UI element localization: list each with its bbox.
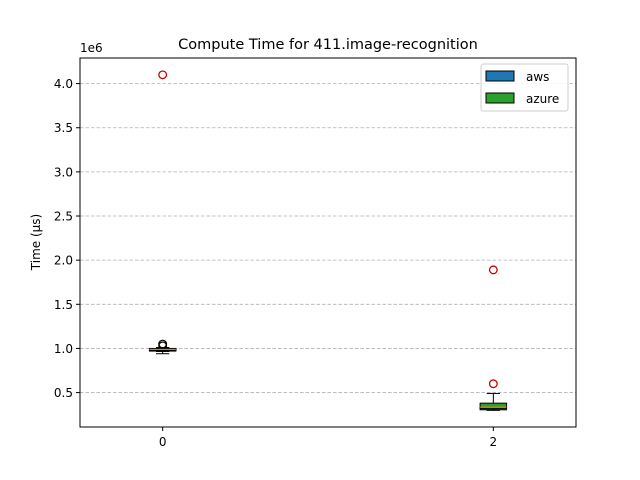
outlier-point (488, 379, 498, 389)
legend-label-azure: azure (526, 92, 559, 106)
y-axis-label: Time (µs) (29, 214, 43, 271)
y-tick-label: 3.0 (54, 165, 73, 179)
legend-label-aws: aws (526, 70, 549, 84)
legend-swatch-azure (485, 92, 515, 104)
y-tick-label: 1.0 (54, 342, 73, 356)
x-tick-label: 2 (490, 435, 498, 449)
box-azure-x0 (148, 70, 177, 353)
y-tick-label: 3.5 (54, 121, 73, 135)
y-tick-label: 0.5 (54, 386, 73, 400)
y-tick-label: 2.5 (54, 210, 73, 224)
box-iqr (479, 402, 508, 410)
series-layer (148, 70, 508, 411)
outlier-point (488, 265, 498, 275)
legend: aws azure (480, 63, 569, 112)
y-tick-label: 4.0 (54, 77, 73, 91)
x-tick-label: 0 (159, 435, 167, 449)
y-gridlines (80, 83, 576, 393)
plot-frame (79, 57, 577, 428)
y-tick-label: 1.5 (54, 298, 73, 312)
chart-title: Compute Time for 411.image-recognition (178, 37, 478, 53)
y-tick-label: 2.0 (54, 254, 73, 268)
outlier-point (158, 70, 168, 80)
box-azure-x2 (479, 265, 508, 411)
y-axis: 0.5 1.0 1.5 2.0 2.5 3.0 3.5 4.0 (54, 77, 80, 400)
legend-swatch-aws (485, 70, 515, 82)
y-axis-multiplier: 1e6 (80, 41, 103, 55)
